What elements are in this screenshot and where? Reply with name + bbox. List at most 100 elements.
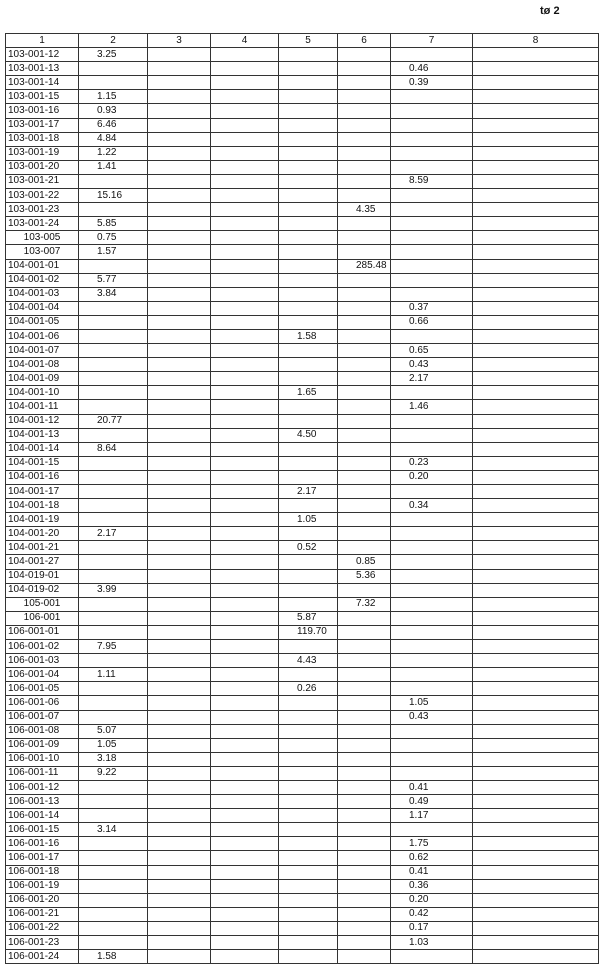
row-code-cell: 103-001-13 (5, 61, 79, 77)
value-cell (210, 681, 279, 697)
value-cell: 4.35 (337, 202, 391, 218)
value-cell (278, 554, 338, 570)
row-code-cell: 106-001-24 (5, 949, 79, 965)
value-cell (147, 864, 211, 880)
value-cell (337, 173, 391, 190)
row-code-cell: 103-001-22 (5, 188, 79, 204)
value-cell (147, 526, 211, 542)
value-cell: 5.07 (78, 723, 148, 739)
value-cell (278, 286, 338, 302)
value-cell (278, 906, 338, 922)
table-row: 103-001-24 5.85 (5, 216, 599, 232)
table-row: 103-001-14 0.39 (5, 75, 599, 91)
value-cell (147, 681, 211, 697)
value-cell (147, 808, 211, 824)
row-code-cell: 104-001-06 (5, 328, 79, 345)
value-cell (390, 554, 473, 570)
value-cell (337, 47, 391, 63)
table-row: 103-001-17 6.46 (5, 117, 599, 133)
value-cell (390, 202, 473, 218)
value-cell (472, 385, 599, 401)
value-cell (78, 906, 148, 922)
value-cell (78, 483, 148, 500)
row-code-cell: 106-001-12 (5, 779, 79, 796)
value-cell: 3.84 (78, 286, 148, 302)
value-cell: 5.87 (278, 610, 338, 626)
value-cell (278, 75, 338, 91)
value-cell (472, 920, 599, 937)
value-cell (278, 751, 338, 767)
value-cell (337, 878, 391, 894)
table-row: 103-001-21 8.59 (5, 173, 599, 190)
row-code-cell: 106-001-21 (5, 906, 79, 922)
value-cell (337, 765, 391, 781)
table-row: 106-001-04 1.11 (5, 667, 599, 683)
value-cell (472, 878, 599, 894)
value-cell (147, 202, 211, 218)
value-cell (337, 709, 391, 725)
value-cell (78, 328, 148, 345)
value-cell: 8.59 (390, 173, 473, 190)
value-cell (210, 244, 279, 260)
value-cell: 0.20 (390, 892, 473, 908)
value-cell (147, 779, 211, 796)
row-code-cell: 103-001-12 (5, 47, 79, 63)
value-cell (78, 920, 148, 937)
value-cell (147, 709, 211, 725)
column-header: 1 (5, 32, 79, 49)
value-cell (210, 145, 279, 161)
value-cell (390, 441, 473, 457)
row-code-cell: 104-001-01 (5, 258, 79, 274)
value-cell (147, 216, 211, 232)
value-cell (337, 624, 391, 641)
value-cell (147, 949, 211, 965)
row-code-cell: 104-001-12 (5, 413, 79, 429)
value-cell (210, 357, 279, 373)
row-code-cell: 106-001-17 (5, 850, 79, 866)
value-cell (78, 808, 148, 824)
table-row: 104-001-14 8.64 (5, 441, 599, 457)
value-cell (337, 371, 391, 387)
row-code-cell: 104-001-21 (5, 540, 79, 556)
value-cell (337, 695, 391, 711)
value-cell: 1.58 (278, 328, 338, 345)
table-row: 103-001-19 1.22 (5, 145, 599, 161)
value-cell (210, 934, 279, 951)
value-cell (390, 131, 473, 147)
value-cell (337, 498, 391, 514)
table-row: 103-001-23 4.35 (5, 202, 599, 218)
value-cell (472, 244, 599, 260)
value-cell (337, 272, 391, 288)
table-row: 106-001-19 0.36 (5, 878, 599, 894)
value-cell (278, 173, 338, 190)
value-cell (337, 103, 391, 119)
value-cell (210, 808, 279, 824)
row-code-cell: 103-001-18 (5, 131, 79, 147)
value-cell: 1.46 (390, 399, 473, 415)
value-cell (472, 540, 599, 556)
table-row: 104-001-03 3.84 (5, 286, 599, 302)
value-cell (472, 117, 599, 133)
value-cell (472, 765, 599, 781)
value-cell (472, 357, 599, 373)
value-cell (147, 131, 211, 147)
value-cell (337, 469, 391, 486)
value-cell (472, 624, 599, 641)
value-cell (390, 272, 473, 288)
table-row: 103-001-12 3.25 (5, 47, 599, 63)
value-cell (337, 822, 391, 838)
value-cell (78, 878, 148, 894)
value-cell (337, 639, 391, 655)
value-cell: 1.05 (278, 512, 338, 528)
value-cell (278, 469, 338, 486)
value-cell: 0.37 (390, 300, 473, 316)
value-cell (472, 371, 599, 387)
value-cell (337, 145, 391, 161)
value-cell (210, 779, 279, 796)
page-number-label: tø 2 (540, 5, 560, 17)
value-cell: 1.58 (78, 949, 148, 965)
value-cell (78, 681, 148, 697)
value-cell (278, 47, 338, 63)
row-code-cell: 106-001-16 (5, 836, 79, 852)
